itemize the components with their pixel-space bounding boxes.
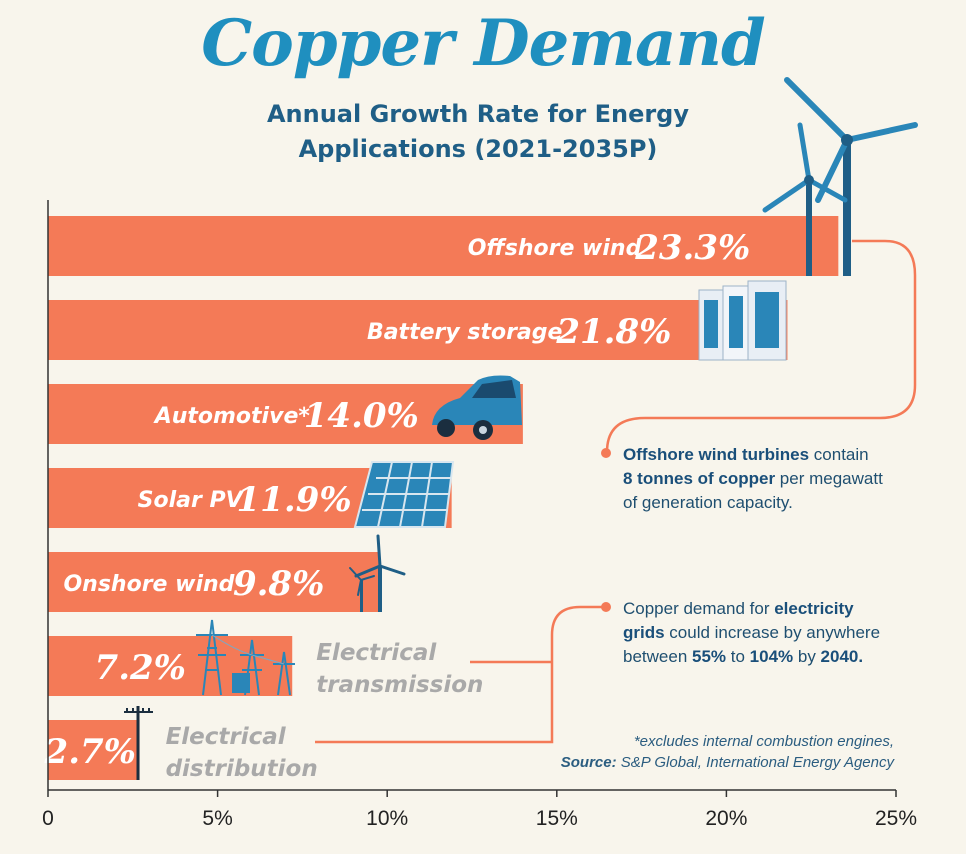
- grids-callout-bold-4: 104%: [749, 647, 794, 666]
- x-tick-label-1: 5%: [202, 807, 232, 830]
- footnote-text: *excludes internal combustion engines,: [633, 733, 894, 750]
- grids-callout-bold-3: 55%: [692, 647, 727, 666]
- subtitle-line-2: Applications (2021-2035P): [298, 135, 658, 163]
- grids-callout-text-3: between: [623, 647, 692, 666]
- offshore-callout-dot: [601, 448, 611, 458]
- battery-storage-icon: [698, 280, 787, 361]
- grids-callout-connector: [315, 605, 606, 744]
- electric-car-icon: [432, 375, 522, 440]
- x-tick-label-0: 0: [42, 807, 54, 830]
- offshore-callout-bold-2: 8 tonnes of copper: [623, 469, 776, 488]
- x-tick-label-3: 15%: [536, 807, 578, 830]
- source-text-2: International Energy Agency: [706, 754, 894, 771]
- source-text: S&P Global,: [616, 754, 707, 771]
- offshore-callout-connector: [605, 239, 917, 453]
- source-line: Source: S&P Global, International Energy…: [561, 752, 894, 773]
- grids-callout-dot: [601, 602, 611, 612]
- x-tick-label-2: 10%: [366, 807, 408, 830]
- footnote: *excludes internal combustion engines, S…: [561, 731, 894, 773]
- x-tick-label-5: 25%: [875, 807, 917, 830]
- category-label-2: Automotive*: [153, 404, 311, 429]
- category-label-6: Electrical distribution: [166, 724, 318, 782]
- grids-callout-text-1: Copper demand for: [623, 599, 775, 618]
- electricity-grids-callout: Copper demand for electricity grids coul…: [623, 597, 880, 669]
- onshore-wind-turbine-icon: [349, 534, 406, 612]
- grids-callout-bold-2: grids: [623, 623, 665, 642]
- grids-callout-text-5: by: [793, 647, 821, 666]
- x-tick-label-4: 20%: [705, 807, 747, 830]
- category-label-0: Offshore wind: [468, 236, 642, 261]
- grids-callout-bold-5: 2040.: [820, 647, 864, 666]
- category-label-4: Onshore wind: [63, 572, 234, 597]
- offshore-callout-line-3: of generation capacity.: [623, 493, 793, 512]
- offshore-wind-callout: Offshore wind turbines contain 8 tonnes …: [623, 443, 883, 515]
- value-label-0: 23.3%: [634, 228, 750, 268]
- chart-title: Copper Demand: [201, 6, 766, 81]
- solar-panel-icon: [353, 461, 455, 528]
- offshore-wind-turbine-icon: [762, 77, 918, 276]
- distribution-pole-icon: [124, 706, 153, 780]
- value-label-5: 7.2%: [95, 648, 186, 688]
- value-label-1: 21.8%: [555, 312, 671, 352]
- grids-callout-line-3: between 55% to 104% by 2040.: [623, 645, 880, 669]
- offshore-callout-bold-1: Offshore wind turbines: [623, 445, 810, 464]
- grids-callout-line-2: grids could increase by anywhere: [623, 621, 880, 645]
- category-label-1: Battery storage: [367, 320, 563, 345]
- bar-1: [48, 300, 788, 360]
- subtitle-line-1: Annual Growth Rate for Energy: [266, 100, 690, 128]
- offshore-callout-text-2: per megawatt: [775, 469, 883, 488]
- offshore-callout-text-1: contain: [809, 445, 869, 464]
- source-label: Source:: [560, 754, 617, 771]
- value-label-2: 14.0%: [304, 396, 419, 436]
- bar-0: [48, 216, 839, 276]
- grids-callout-text-4: to: [726, 647, 750, 666]
- chart-subtitle: Annual Growth Rate for Energy Applicatio…: [240, 97, 716, 167]
- category-label-3: Solar PV: [138, 488, 245, 513]
- value-label-4: 9.8%: [233, 564, 324, 604]
- value-label-6: 2.7%: [44, 732, 136, 772]
- grids-callout-line-1: Copper demand for electricity: [623, 597, 880, 621]
- category-label-5: Electrical transmission: [316, 640, 483, 698]
- bar-4: [48, 552, 381, 612]
- grids-callout-bold-1: electricity: [774, 599, 854, 618]
- grids-callout-text-2: could increase by anywhere: [664, 623, 881, 642]
- transmission-tower-icon: [196, 619, 295, 696]
- offshore-callout-line-2: 8 tonnes of copper per megawatt: [623, 467, 883, 491]
- value-label-3: 11.9%: [237, 480, 352, 520]
- offshore-callout-line-1: Offshore wind turbines contain: [623, 443, 883, 467]
- bar-6: [48, 720, 140, 780]
